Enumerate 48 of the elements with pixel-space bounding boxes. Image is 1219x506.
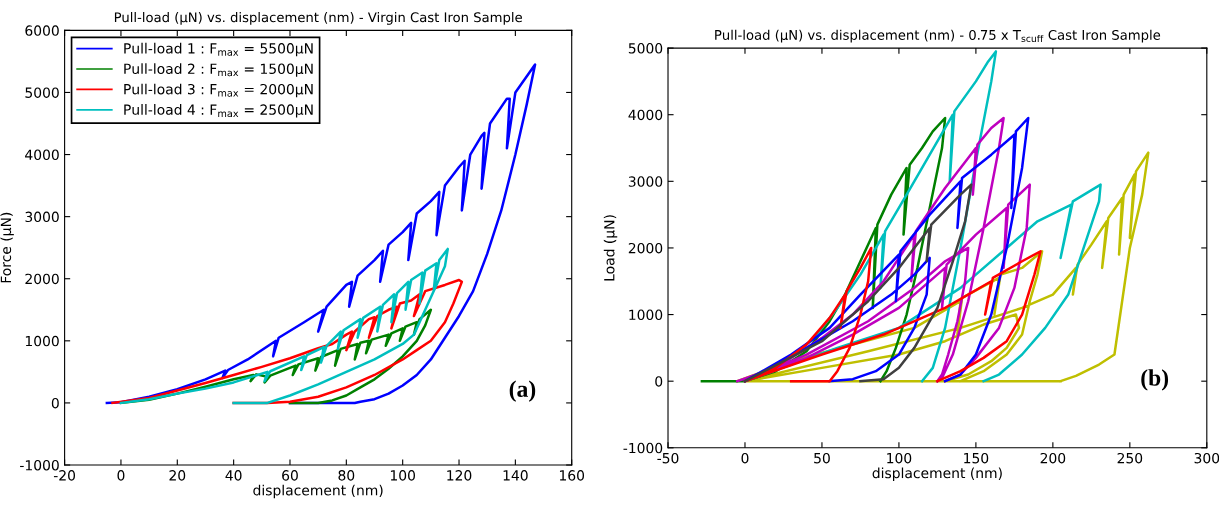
x-tick-label: 50 [814, 452, 830, 464]
x-axis-title: displacement (nm) [253, 484, 383, 499]
x-tick-label: -50 [657, 452, 679, 464]
x-tick-label: 150 [964, 452, 989, 464]
legend-label: Pull-load 1 : F$_{max}$ = 5500μN [124, 42, 313, 57]
legend-label: Pull-load 2 : F$_{max}$ = 1500μN [124, 63, 313, 77]
x-axis-title: displacement (nm) [872, 467, 1002, 481]
y-tick-label: 6000 [25, 25, 59, 36]
y-tick-label: 1000 [629, 309, 663, 321]
x-tick-label: 100 [390, 470, 416, 481]
chart-title: Pull-load (μN) vs. displacement (nm) - 0.75 x T$_{scuff}$ Cast Iron Sample [715, 29, 1161, 43]
line-series [119, 247, 449, 405]
y-tick-label: 2000 [628, 242, 663, 254]
chart-title: Pull-load (μN) vs. displacement (nm) - Virgin Cast Iron Sample [114, 12, 522, 25]
x-tick-label: 140 [503, 470, 528, 481]
line-series [743, 183, 973, 383]
y-axis-title: Load (μN) [603, 215, 618, 281]
x-tick-label: 80 [338, 470, 355, 481]
x-tick-label: 160 [559, 470, 585, 481]
y-tick-label: 2000 [25, 273, 59, 285]
x-tick-label: 20 [169, 470, 186, 481]
y-axis-title: Force (μN) [0, 212, 14, 283]
x-tick-label: -20 [53, 470, 76, 481]
y-tick-label: 5000 [628, 43, 663, 54]
legend-label: Pull-load 3 : F$_{max}$ = 2000μN [124, 83, 313, 98]
y-tick-label: 4000 [628, 109, 663, 121]
x-tick-label: 60 [282, 470, 298, 481]
line-series [105, 63, 537, 405]
annotation: (a) [509, 380, 536, 402]
x-tick-label: 250 [1117, 452, 1143, 464]
y-tick-label: 4000 [25, 149, 59, 161]
x-tick-label: 40 [225, 470, 242, 481]
y-tick-label: 3000 [25, 211, 59, 223]
x-tick-label: 100 [887, 452, 912, 464]
x-tick-label: 300 [1194, 452, 1219, 464]
y-tick-label: -1000 [623, 442, 663, 454]
y-tick-label: 1000 [25, 335, 59, 347]
legend-label: Pull-load 4 : F$_{max}$ = 2500μN [124, 104, 313, 118]
y-tick-label: 0 [51, 397, 59, 409]
y-tick-label: -1000 [20, 459, 59, 471]
x-tick-label: 0 [117, 470, 125, 481]
y-tick-label: 0 [655, 376, 663, 387]
y-tick-label: 3000 [628, 176, 663, 187]
y-tick-label: 5000 [25, 87, 59, 98]
x-tick-label: 200 [1040, 452, 1066, 464]
x-tick-label: 0 [741, 452, 749, 464]
x-tick-label: 120 [447, 470, 472, 481]
annotation: (b) [1141, 369, 1169, 391]
